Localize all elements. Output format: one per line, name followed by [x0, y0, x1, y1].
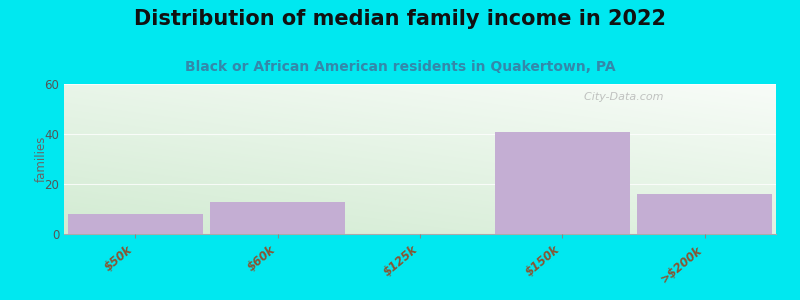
Text: Distribution of median family income in 2022: Distribution of median family income in … [134, 9, 666, 29]
Text: City-Data.com: City-Data.com [577, 92, 663, 101]
Bar [637, 194, 773, 234]
Bar [494, 131, 630, 234]
Bar [67, 214, 203, 234]
Y-axis label: families: families [35, 136, 48, 182]
Bar [210, 202, 346, 234]
Text: Black or African American residents in Quakertown, PA: Black or African American residents in Q… [185, 60, 615, 74]
